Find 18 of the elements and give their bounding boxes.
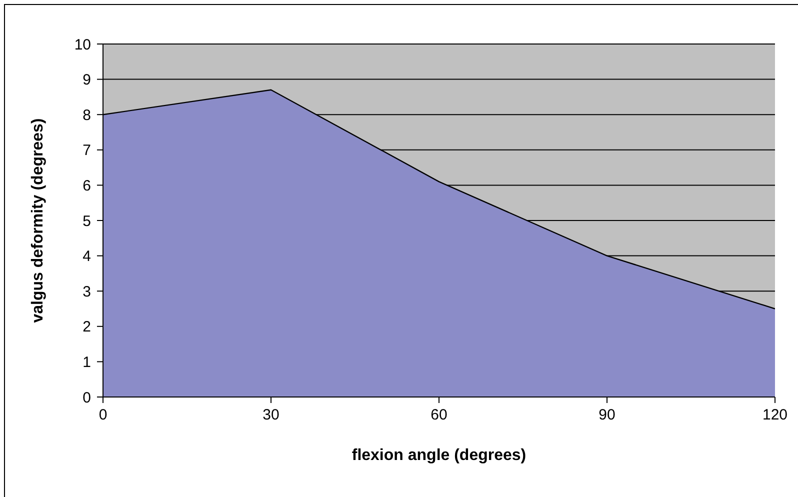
x-tick-label: 30 [262, 406, 280, 424]
y-tick-label: 7 [82, 142, 91, 160]
y-tick-label: 0 [82, 389, 91, 406]
y-tick-label: 4 [82, 248, 91, 266]
x-tick-label: 60 [430, 406, 448, 424]
y-tick-label: 6 [82, 178, 91, 195]
y-tick-label: 5 [82, 212, 91, 230]
x-axis-title: flexion angle (degrees) [352, 447, 526, 464]
y-tick-label: 8 [82, 106, 91, 124]
y-tick-label: 10 [74, 36, 91, 54]
x-tick-label: 0 [98, 406, 108, 424]
y-axis-title: valgus deformity (degrees) [30, 118, 47, 323]
y-tick-label: 9 [82, 72, 91, 89]
y-tick-label: 1 [82, 354, 91, 372]
y-tick-label: 3 [82, 283, 91, 300]
x-tick-label: 120 [762, 406, 788, 424]
x-tick-label: 90 [598, 406, 616, 424]
y-tick-label: 2 [82, 318, 91, 336]
